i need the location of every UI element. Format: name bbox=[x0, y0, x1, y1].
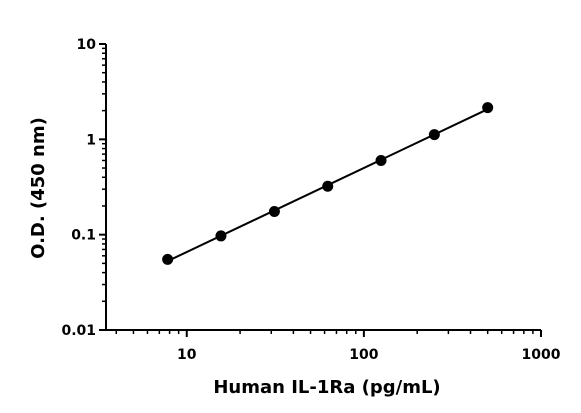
x-tick-label: 100 bbox=[349, 347, 378, 363]
y-tick-label: 0.1 bbox=[71, 228, 96, 244]
data-point bbox=[162, 253, 174, 265]
data-point bbox=[268, 205, 280, 217]
y-tick-label: 10 bbox=[77, 37, 97, 53]
data-point bbox=[215, 230, 227, 242]
data-point bbox=[322, 180, 334, 192]
data-point bbox=[428, 129, 440, 141]
x-axis-title: Human IL-1Ra (pg/mL) bbox=[213, 377, 440, 398]
y-tick-label: 0.01 bbox=[61, 323, 96, 339]
data-point bbox=[375, 154, 387, 166]
y-axis-title: O.D. (450 nm) bbox=[28, 117, 49, 259]
data-points bbox=[162, 102, 494, 265]
x-tick-label: 10 bbox=[177, 347, 197, 363]
y-tick-label: 1 bbox=[86, 132, 96, 148]
data-point bbox=[482, 102, 494, 114]
x-tick-label: 1000 bbox=[522, 347, 561, 363]
ticks: 0.01 0.1 1 10 10 100 1000 bbox=[61, 37, 560, 363]
